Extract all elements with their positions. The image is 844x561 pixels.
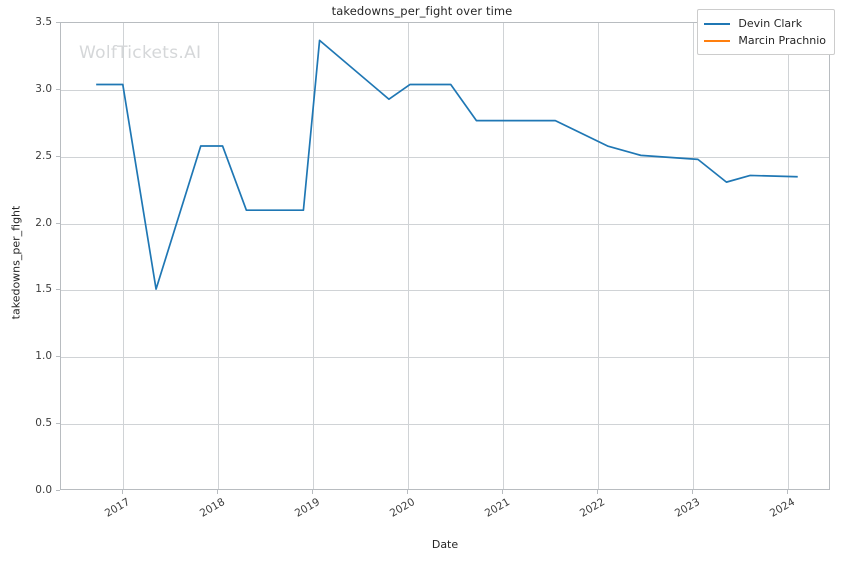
chart-title: takedowns_per_fight over time [331,4,513,18]
gridline-horizontal [61,424,829,426]
legend-item[interactable]: Devin Clark [704,15,826,32]
x-tick-label: 2020 [387,496,417,520]
gridline-horizontal [61,290,829,292]
y-tick-label: 0.5 [35,417,52,430]
x-tick-label: 2019 [292,496,322,520]
y-tick-mark [56,289,60,291]
x-tick-mark [121,490,123,494]
y-tick-mark [56,88,60,90]
watermark-text: WolfTickets.AI [79,43,202,63]
y-tick-label: 1.0 [35,350,52,363]
y-axis-label: takedowns_per_fight [9,205,23,320]
x-tick-mark [597,490,599,494]
legend-label: Devin Clark [738,17,803,30]
y-tick-label: 2.0 [35,216,52,229]
x-tick-mark [311,490,313,494]
x-tick-label: 2021 [482,496,513,520]
y-tick-label: 0.0 [35,484,52,496]
y-tick-label: 3.5 [35,16,52,28]
legend-label: Marcin Prachnio [738,34,826,47]
chart-legend: Devin Clark Marcin Prachnio [697,9,835,55]
gridline-vertical [217,23,219,489]
gridline-vertical [598,23,600,489]
gridline-horizontal [61,357,829,359]
gridline-vertical [312,23,314,489]
gridline-horizontal [61,223,829,225]
x-tick-label: 2024 [768,496,798,520]
x-tick-mark [502,490,504,494]
y-tick-label: 1.5 [35,283,52,296]
x-axis-label: Date [431,538,459,551]
y-tick-mark [56,222,60,224]
gridline-vertical [693,23,695,489]
gridline-vertical [407,23,409,489]
x-tick-mark [787,490,789,494]
y-tick-mark [56,490,60,491]
y-tick-mark [56,423,60,425]
gridline-horizontal [61,156,829,158]
series-lines [96,39,798,290]
legend-color-swatch [704,22,731,25]
x-tick-label: 2017 [102,496,132,520]
gridline-vertical [122,23,124,489]
x-tick-label: 2018 [197,496,227,520]
y-tick-mark [56,22,60,23]
gridline-vertical [788,23,790,489]
gridline-horizontal [61,89,829,91]
series-line [96,39,798,290]
legend-color-swatch [704,39,731,42]
x-tick-mark [406,490,408,494]
x-tick-label: 2022 [577,496,608,520]
gridline-vertical [503,23,505,489]
y-tick-mark [56,356,60,358]
y-tick-label: 3.0 [35,82,52,95]
y-tick-mark [56,155,60,157]
plot-area: WolfTickets.AI [60,22,830,490]
x-tick-mark [216,490,218,494]
x-tick-mark [692,490,694,494]
y-tick-label: 2.5 [35,149,52,162]
x-tick-label: 2023 [673,496,703,520]
legend-item[interactable]: Marcin Prachnio [704,32,826,49]
